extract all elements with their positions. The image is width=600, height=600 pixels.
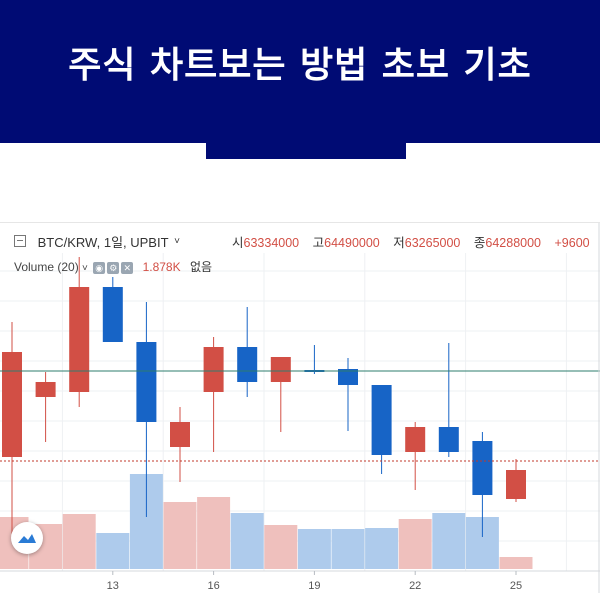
candle-body	[472, 441, 493, 495]
candle-body	[270, 357, 291, 382]
candle-body	[405, 427, 426, 452]
open-value: 63334000	[243, 236, 300, 250]
candle	[203, 337, 224, 452]
volume-bar	[197, 497, 231, 569]
candle	[438, 343, 459, 457]
volume-bar	[499, 557, 533, 569]
volume-bar	[331, 529, 365, 569]
candlestick-chart[interactable]: 131619222528	[0, 223, 600, 593]
banner-tab	[206, 143, 406, 159]
candle-body	[203, 347, 224, 392]
volume-bar	[264, 525, 298, 569]
symbol-label[interactable]: BTC/KRW, 1일, UPBIT	[37, 235, 169, 250]
candle-body	[506, 470, 526, 499]
candle	[35, 372, 56, 442]
tradingview-logo-icon	[18, 534, 36, 543]
candle	[102, 277, 123, 342]
open-label: 시	[232, 236, 244, 250]
x-tick-label: 22	[409, 580, 421, 592]
candle	[506, 459, 526, 502]
candle	[237, 307, 258, 397]
volume-bar	[297, 529, 331, 569]
eye-icon[interactable]: ◉	[93, 261, 106, 274]
candle	[2, 322, 22, 542]
volume-value: 1.878K	[142, 260, 181, 274]
collapse-legend-button[interactable]	[14, 234, 26, 247]
x-tick-label: 19	[308, 580, 320, 592]
chevron-down-icon[interactable]: ˅	[174, 236, 181, 247]
high-label: 고	[312, 236, 325, 250]
gear-icon[interactable]: ⚙	[107, 261, 120, 274]
candle-body	[69, 287, 90, 392]
close-value: 64288000	[485, 236, 542, 250]
candle	[338, 358, 358, 431]
volume-bar	[365, 528, 399, 569]
banner-title: 주식 차트보는 방법 초보 기초	[68, 45, 532, 86]
candle	[69, 257, 90, 407]
close-icon[interactable]: ✕	[121, 261, 134, 274]
volume-legend: Volume (20) ˅ ◉ ⚙ ✕ 1.878K 없음	[14, 258, 212, 275]
chart-legend: BTC/KRW, 1일, UPBIT ˅	[14, 232, 180, 250]
candle	[136, 302, 157, 517]
candles	[2, 257, 526, 542]
banner: 주식 차트보는 방법 초보 기초	[0, 0, 600, 143]
candle-body	[2, 352, 22, 457]
candle-body	[170, 422, 190, 447]
candle	[371, 385, 392, 474]
volume-bars	[0, 474, 533, 569]
candle	[304, 345, 325, 374]
candle-body	[371, 385, 392, 455]
candle	[472, 432, 493, 537]
low-value: 63265000	[404, 236, 461, 250]
candle-body	[35, 382, 56, 397]
high-value: 64490000	[324, 236, 380, 250]
volume-na: 없음	[189, 260, 213, 274]
x-axis: 131619222528	[0, 223, 600, 593]
candle	[170, 407, 190, 482]
volume-label[interactable]: Volume (20)	[14, 260, 79, 274]
candle-body	[438, 427, 459, 452]
price-lines	[0, 370, 600, 462]
volume-bar	[432, 513, 466, 569]
chart-panel[interactable]: 131619222528	[0, 222, 600, 593]
ohlc-readout: 시63334000 고64490000 저63265000 종64288000 …	[232, 232, 600, 251]
volume-bar	[96, 533, 130, 569]
volume-bar	[230, 513, 264, 569]
x-tick-label: 16	[207, 580, 219, 592]
volume-bar	[62, 514, 96, 569]
candle-body	[237, 347, 258, 382]
candle-body	[102, 287, 123, 342]
close-label: 종	[473, 236, 486, 250]
volume-bar	[398, 519, 432, 569]
chevron-down-icon[interactable]: ˅	[82, 263, 88, 274]
low-label: 저	[393, 236, 405, 250]
candle	[405, 422, 426, 490]
candle-body	[338, 369, 358, 385]
x-tick-label: 25	[510, 580, 522, 592]
candle-body	[136, 342, 157, 422]
x-tick-label: 13	[107, 580, 119, 592]
change-value: +9600	[554, 236, 590, 250]
chart-logo-button[interactable]	[11, 522, 43, 554]
candle	[270, 357, 291, 432]
volume-bar	[163, 502, 197, 569]
